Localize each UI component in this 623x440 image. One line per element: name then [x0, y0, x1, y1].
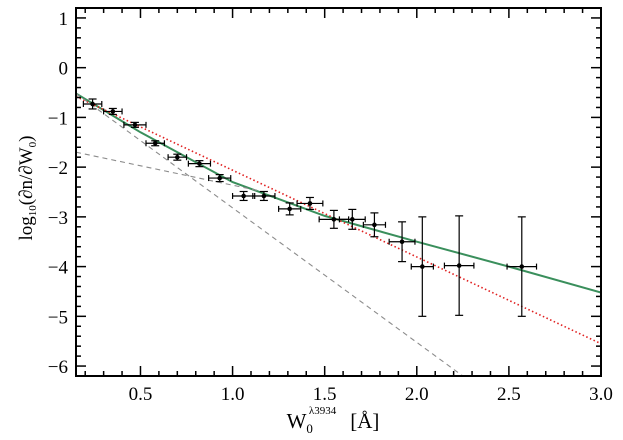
data-point-6	[208, 173, 232, 183]
y-tick-label: 1	[59, 9, 69, 30]
point-marker	[261, 193, 267, 199]
point-marker	[132, 122, 138, 128]
data-point-5	[187, 160, 212, 168]
fit-line-dashed-2	[76, 93, 464, 376]
y-axis-label: log10(∂n/∂W0)	[16, 136, 39, 241]
x-tick-label: 1.0	[221, 384, 245, 405]
point-marker	[241, 193, 246, 199]
point-marker	[197, 161, 202, 166]
x-axis-label: W0λ3934 [Å]	[287, 405, 380, 436]
data-points	[82, 98, 538, 317]
x-tick-label: 3.0	[589, 384, 613, 405]
data-point-10	[296, 196, 324, 211]
point-marker	[175, 154, 180, 160]
y-tick-label: 0	[59, 59, 69, 80]
fit-line-dotted-1	[76, 95, 601, 345]
point-marker	[217, 175, 222, 181]
point-marker	[456, 263, 462, 268]
point-marker	[287, 206, 292, 212]
data-point-15	[410, 216, 434, 317]
point-marker	[372, 222, 377, 228]
data-point-7	[231, 190, 256, 202]
y-tick-label: −6	[48, 357, 68, 378]
point-marker	[152, 140, 158, 146]
point-marker	[399, 239, 405, 245]
x-tick-label: 1.5	[313, 384, 337, 405]
point-marker	[90, 101, 95, 107]
point-marker	[110, 109, 116, 114]
data-point-16	[443, 215, 475, 316]
point-marker	[307, 201, 313, 206]
x-tick-label: 2.5	[497, 384, 521, 405]
y-tick-label: −5	[48, 307, 68, 328]
data-point-8	[252, 190, 276, 202]
fit-line-dashed-3	[76, 151, 261, 192]
data-point-12	[338, 208, 366, 230]
point-marker	[350, 217, 355, 222]
y-tick-label: −2	[48, 158, 68, 179]
data-point-3	[145, 140, 166, 147]
data-point-4	[167, 153, 188, 161]
point-marker	[331, 217, 337, 222]
data-point-13	[362, 212, 387, 238]
point-marker	[519, 264, 525, 269]
x-tick-label: 2.0	[405, 384, 429, 405]
data-point-17	[506, 216, 538, 317]
point-marker	[420, 264, 425, 269]
axis-ticks: 0.5 1.0 1.5 2.0 2.5 3.0 1 0 −1 −2 −3 −4 −5 −6	[48, 8, 613, 405]
data-point-14	[388, 221, 416, 263]
y-tick-label: −1	[48, 108, 68, 129]
data-point-1	[103, 107, 123, 116]
plot-frame	[75, 7, 602, 377]
y-tick-label: −3	[48, 208, 68, 229]
x-tick-label: 0.5	[129, 384, 153, 405]
data-point-2	[123, 121, 147, 128]
data-point-9	[278, 202, 302, 216]
data-point-0	[82, 98, 103, 110]
y-tick-label: −4	[48, 258, 69, 279]
